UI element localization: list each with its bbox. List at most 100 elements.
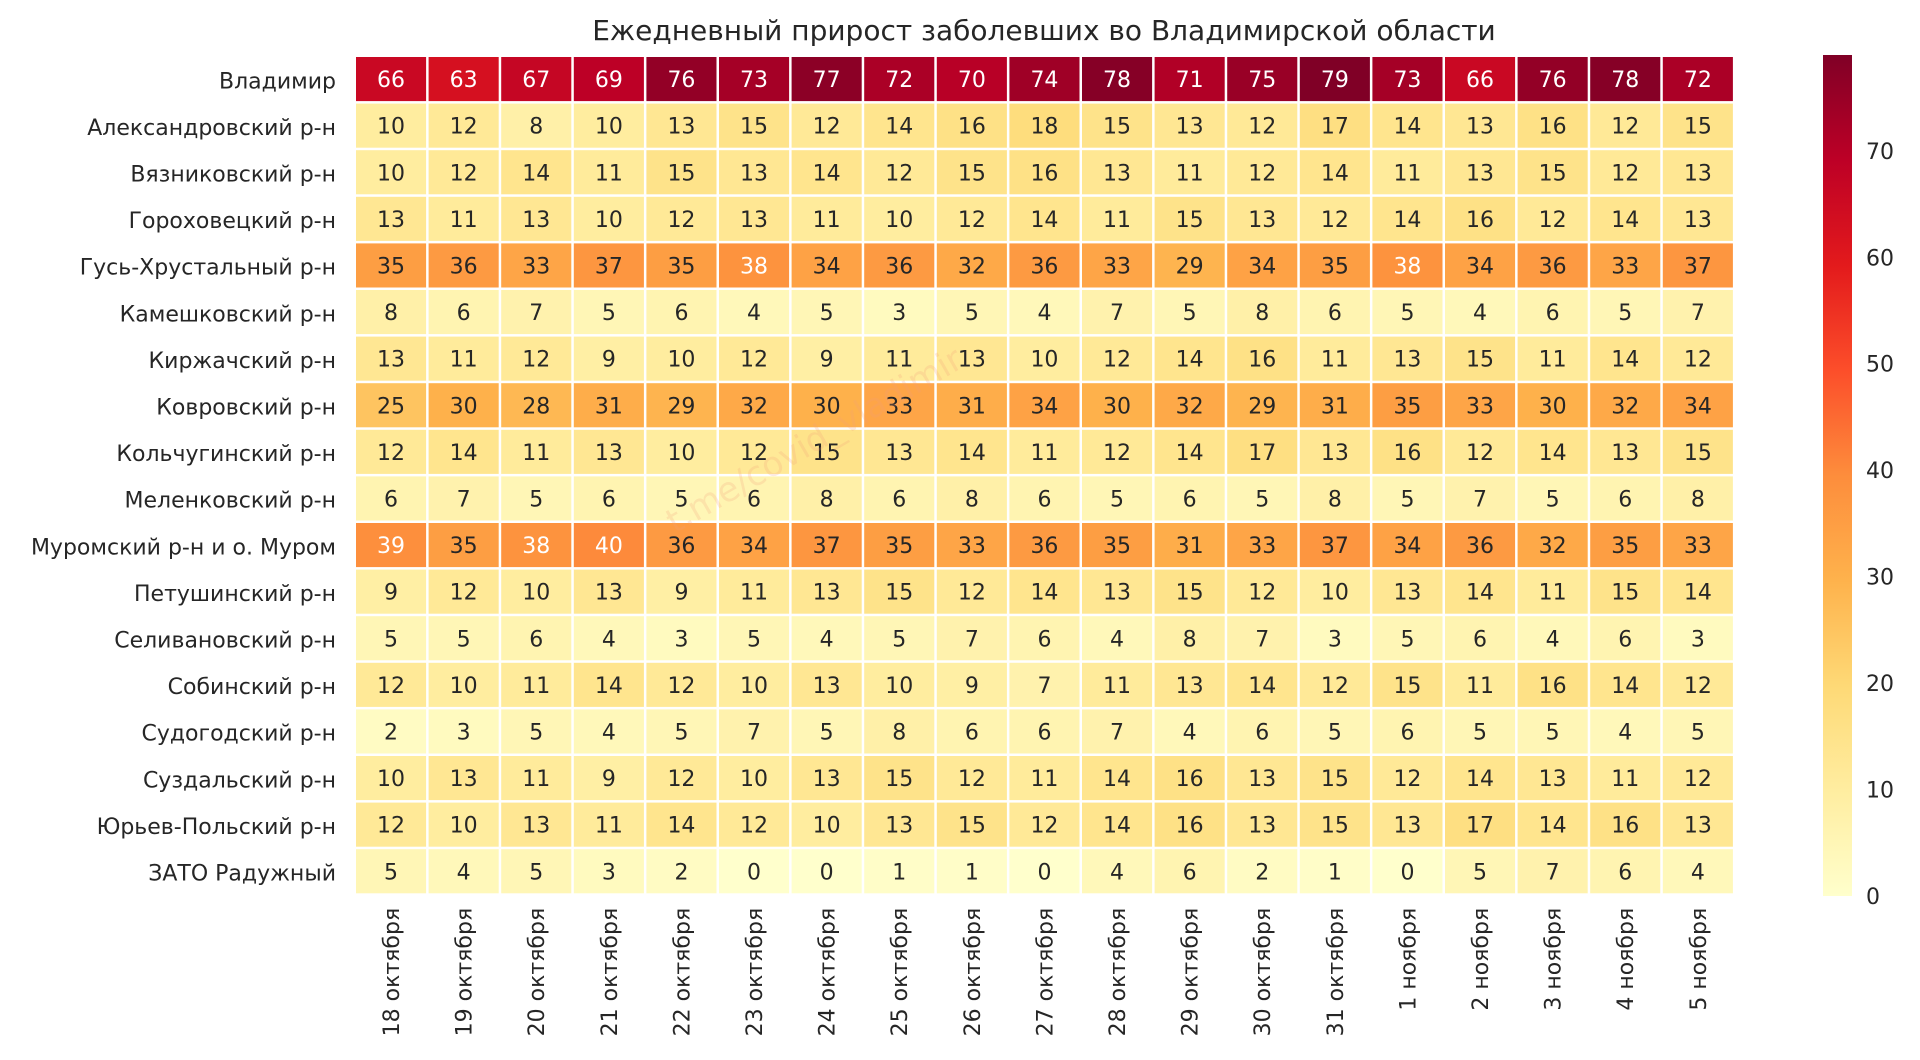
- cell-value-label: 6: [1255, 720, 1269, 745]
- cell-value-label: 33: [885, 394, 913, 419]
- heatmap-cell: [356, 290, 427, 335]
- cell-value-label: 5: [457, 627, 471, 652]
- row-label: Муромский р-н и о. Муром: [31, 535, 336, 560]
- heatmap-cell: [791, 383, 862, 428]
- cell-value-label: 11: [1030, 767, 1058, 792]
- cell-value-label: 12: [1684, 348, 1712, 373]
- cell-value-label: 13: [813, 767, 841, 792]
- heatmap-cell: [1227, 243, 1298, 288]
- cell-value-label: 38: [522, 534, 550, 559]
- cell-value-label: 5: [1473, 860, 1487, 885]
- cell-value-label: 12: [667, 208, 695, 233]
- cell-value-label: 13: [1248, 814, 1276, 839]
- cell-value-label: 0: [1037, 860, 1051, 885]
- heatmap-cell: [646, 150, 717, 195]
- cell-value-label: 70: [958, 68, 986, 93]
- heatmap-cell: [1590, 290, 1661, 335]
- heatmap-cell: [1445, 849, 1516, 894]
- heatmap-cell: [1662, 57, 1733, 102]
- heatmap-cell: [719, 756, 790, 801]
- heatmap-cell: [936, 849, 1007, 894]
- heatmap-cell: [1590, 802, 1661, 847]
- cell-value-label: 78: [1611, 68, 1639, 93]
- heatmap-cell: [864, 196, 935, 241]
- cell-value-label: 18: [1030, 115, 1058, 140]
- cell-value-label: 35: [1393, 394, 1421, 419]
- cell-value-label: 11: [1393, 161, 1421, 186]
- heatmap-cell: [936, 429, 1007, 474]
- heatmap-cell: [1082, 523, 1153, 568]
- column-label: 20 октября: [525, 908, 550, 1037]
- heatmap-cell: [791, 336, 862, 381]
- cell-value-label: 16: [1176, 814, 1204, 839]
- row-label: Собинский р-н: [168, 675, 336, 700]
- heatmap-cell: [1299, 802, 1370, 847]
- cell-value-label: 10: [885, 674, 913, 699]
- row-label: Петушинский р-н: [134, 582, 336, 607]
- column-label: 26 октября: [961, 908, 986, 1037]
- heatmap-cell: [1517, 523, 1588, 568]
- cell-value-label: 12: [1611, 161, 1639, 186]
- cell-value-label: 5: [529, 860, 543, 885]
- heatmap-cell: [791, 616, 862, 661]
- cell-value-label: 16: [1539, 674, 1567, 699]
- heatmap-cell: [1082, 243, 1153, 288]
- heatmap-cell: [501, 709, 572, 754]
- heatmap-cell: [1299, 523, 1370, 568]
- heatmap-cell: [791, 476, 862, 521]
- heatmap-cell: [1662, 709, 1733, 754]
- cell-value-label: 8: [384, 301, 398, 326]
- cell-value-label: 14: [1321, 161, 1349, 186]
- cell-value-label: 5: [892, 627, 906, 652]
- cell-value-label: 4: [1183, 720, 1197, 745]
- cell-value-label: 11: [1466, 674, 1494, 699]
- cell-value-label: 14: [1176, 348, 1204, 373]
- heatmap-cell: [1082, 196, 1153, 241]
- heatmap-cell: [719, 849, 790, 894]
- heatmap-cell: [428, 569, 499, 614]
- heatmap-cell: [1154, 756, 1225, 801]
- heatmap-cell: [428, 383, 499, 428]
- heatmap-cell: [501, 662, 572, 707]
- cell-value-label: 5: [1400, 487, 1414, 512]
- cell-value-label: 5: [384, 860, 398, 885]
- cell-value-label: 10: [377, 161, 405, 186]
- cell-value-label: 14: [885, 115, 913, 140]
- heatmap-cell: [573, 429, 644, 474]
- heatmap-cell: [1372, 802, 1443, 847]
- heatmap-cell: [1082, 476, 1153, 521]
- cell-value-label: 5: [529, 720, 543, 745]
- cell-value-label: 34: [813, 254, 841, 279]
- cell-value-label: 15: [1611, 581, 1639, 606]
- heatmap-cell: [1372, 476, 1443, 521]
- cell-value-label: 13: [667, 115, 695, 140]
- heatmap-cell: [501, 569, 572, 614]
- heatmap-cell: [936, 476, 1007, 521]
- column-label: 28 октября: [1106, 908, 1131, 1037]
- heatmap-cell: [1082, 802, 1153, 847]
- heatmap-cell: [1662, 196, 1733, 241]
- cell-value-label: 10: [450, 674, 478, 699]
- cell-value-label: 10: [377, 115, 405, 140]
- heatmap-cell: [1154, 383, 1225, 428]
- heatmap-cell: [936, 103, 1007, 148]
- heatmap-cell: [936, 290, 1007, 335]
- cell-value-label: 6: [1473, 627, 1487, 652]
- heatmap-cell: [1662, 802, 1733, 847]
- heatmap-cell: [1154, 103, 1225, 148]
- heatmap-cell: [864, 616, 935, 661]
- cell-value-label: 14: [1103, 814, 1131, 839]
- heatmap-cell: [646, 429, 717, 474]
- cell-value-label: 5: [965, 301, 979, 326]
- cell-value-label: 10: [522, 581, 550, 606]
- heatmap-cell: [864, 569, 935, 614]
- cell-value-label: 36: [1030, 534, 1058, 559]
- cell-value-label: 10: [1321, 581, 1349, 606]
- heatmap-cell: [1662, 756, 1733, 801]
- heatmap-cell: [1009, 243, 1080, 288]
- cell-value-label: 13: [377, 208, 405, 233]
- cell-value-label: 14: [1393, 208, 1421, 233]
- heatmap-cell: [428, 290, 499, 335]
- heatmap-cell: [573, 103, 644, 148]
- heatmap-cell: [1009, 662, 1080, 707]
